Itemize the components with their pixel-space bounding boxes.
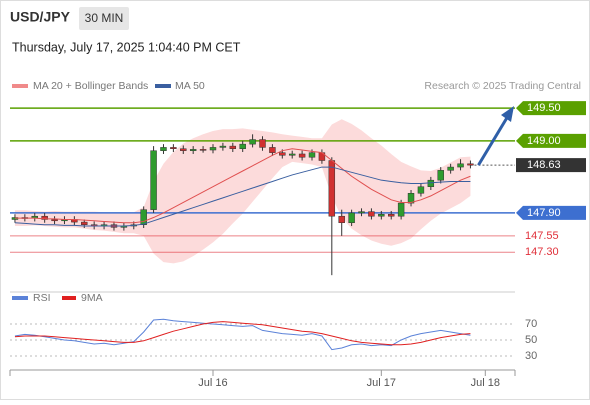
rsi-line [14,321,471,346]
ma-line [14,148,471,224]
price-label: 148.63 [527,159,561,171]
candle-body [239,143,246,149]
candle-body [427,179,435,187]
x-tick-label: Jul 16 [198,377,227,389]
y-tick-label: 50 [525,334,537,346]
x-tick-label: Jul 18 [471,377,500,389]
rsi-line [14,318,471,351]
candle-body [180,148,187,151]
symbol: USD/JPY [10,9,71,25]
candle-body [170,147,177,149]
candle-body [388,213,395,217]
candle-body [140,209,147,225]
candle-body [229,145,237,149]
level-label: 147.90 [527,207,561,219]
ma-line [14,166,471,227]
level-box [516,133,586,148]
candle-body [397,202,405,217]
legend-entry: MA 50 [175,80,205,92]
candle-body [447,166,454,171]
candle-body [417,186,425,194]
y-tick-label: 30 [525,350,537,362]
candle-body [81,221,88,225]
candle-body [51,219,58,222]
candle-body [338,215,345,224]
interval-box [79,7,129,30]
legend-swatch [155,84,171,88]
level-box [516,205,586,220]
level-box [516,101,586,116]
candle-body [298,153,306,158]
candle-body [249,139,256,145]
datetime: Thursday, July 17, 2025 1:04:40 PM CET [12,40,241,54]
legend-swatch [12,296,28,300]
x-tick-label: Jul 17 [367,377,396,389]
candle-body [457,163,464,168]
candle-body [437,170,444,181]
legend-swatch [62,296,76,300]
candle-body [259,139,266,148]
candle-body [209,147,217,151]
level-label: 149.00 [527,135,561,147]
candle-body [288,153,296,156]
candle-body [348,212,355,224]
candle-body [467,163,474,166]
target-arrowhead [501,106,514,122]
price-box [516,158,586,173]
candle-body [199,149,207,151]
level-label: 149.50 [527,102,561,114]
target-arrow [477,115,510,166]
candle-body [269,147,276,153]
candle-body [378,213,385,217]
candle-body [407,193,415,204]
candle-body [160,147,167,151]
y-tick-label: 70 [525,318,537,330]
interval: 30 MIN [85,11,124,25]
candle-body [41,215,48,220]
candle-body [308,152,316,158]
candle-body [328,160,336,217]
legend-swatch [12,84,28,88]
level-label: 147.30 [525,246,559,258]
legend-entry: MA 20 + Bollinger Bands [33,80,148,92]
candle-body [368,211,375,217]
level-label: 147.55 [525,230,559,242]
candle-body [358,211,365,214]
legend-entry: RSI [33,292,51,304]
candle-body [189,149,197,151]
credit: Research © 2025 Trading Central [424,80,581,92]
candle-body [219,145,227,148]
candle-body [279,152,286,156]
legend-entry: 9MA [81,292,103,304]
candle-body [150,150,157,210]
